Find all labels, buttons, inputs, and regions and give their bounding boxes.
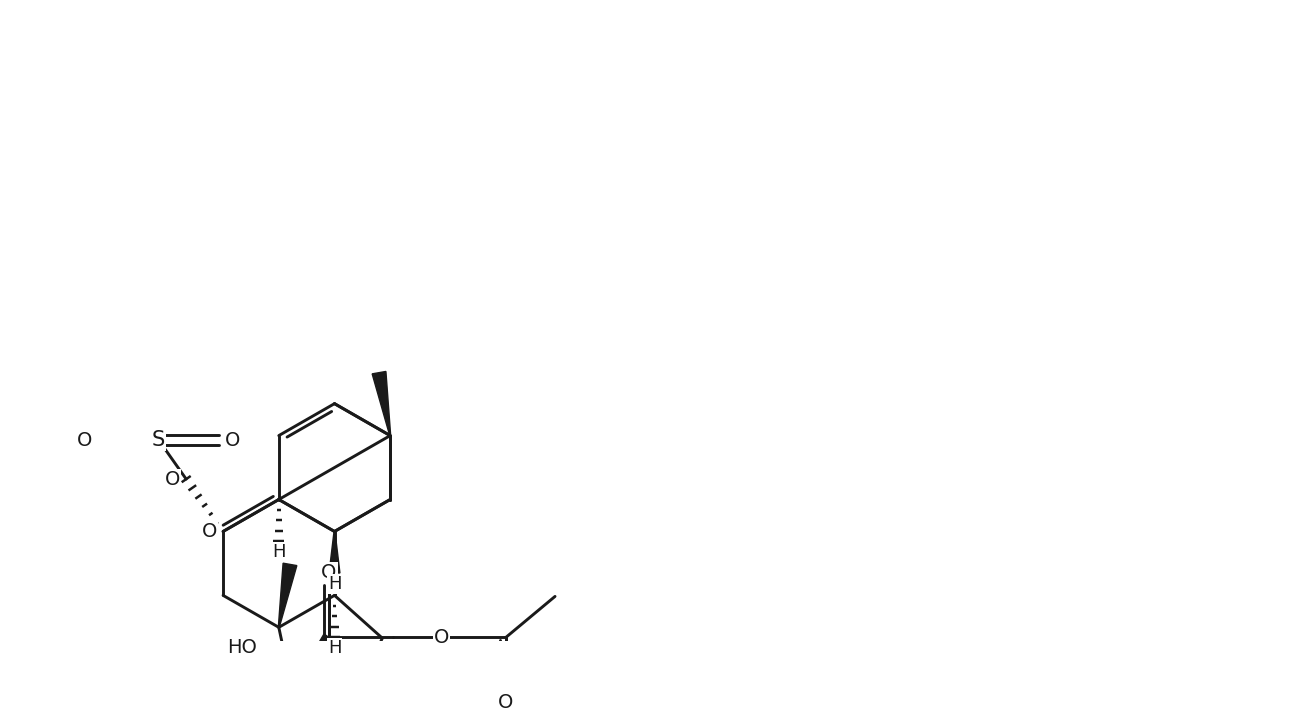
Text: O: O	[202, 522, 216, 541]
Text: HO: HO	[227, 638, 257, 657]
Text: S: S	[152, 430, 165, 450]
Polygon shape	[373, 372, 391, 436]
Text: O: O	[434, 628, 449, 647]
Text: O: O	[499, 693, 513, 711]
Text: H: H	[272, 543, 286, 561]
Polygon shape	[329, 531, 340, 573]
Text: O: O	[321, 563, 337, 582]
Text: O: O	[164, 469, 180, 489]
Text: O: O	[226, 431, 240, 449]
Text: H: H	[328, 575, 341, 593]
Polygon shape	[291, 634, 335, 690]
Text: O: O	[76, 431, 92, 449]
Text: H: H	[328, 639, 341, 657]
Polygon shape	[278, 563, 297, 627]
